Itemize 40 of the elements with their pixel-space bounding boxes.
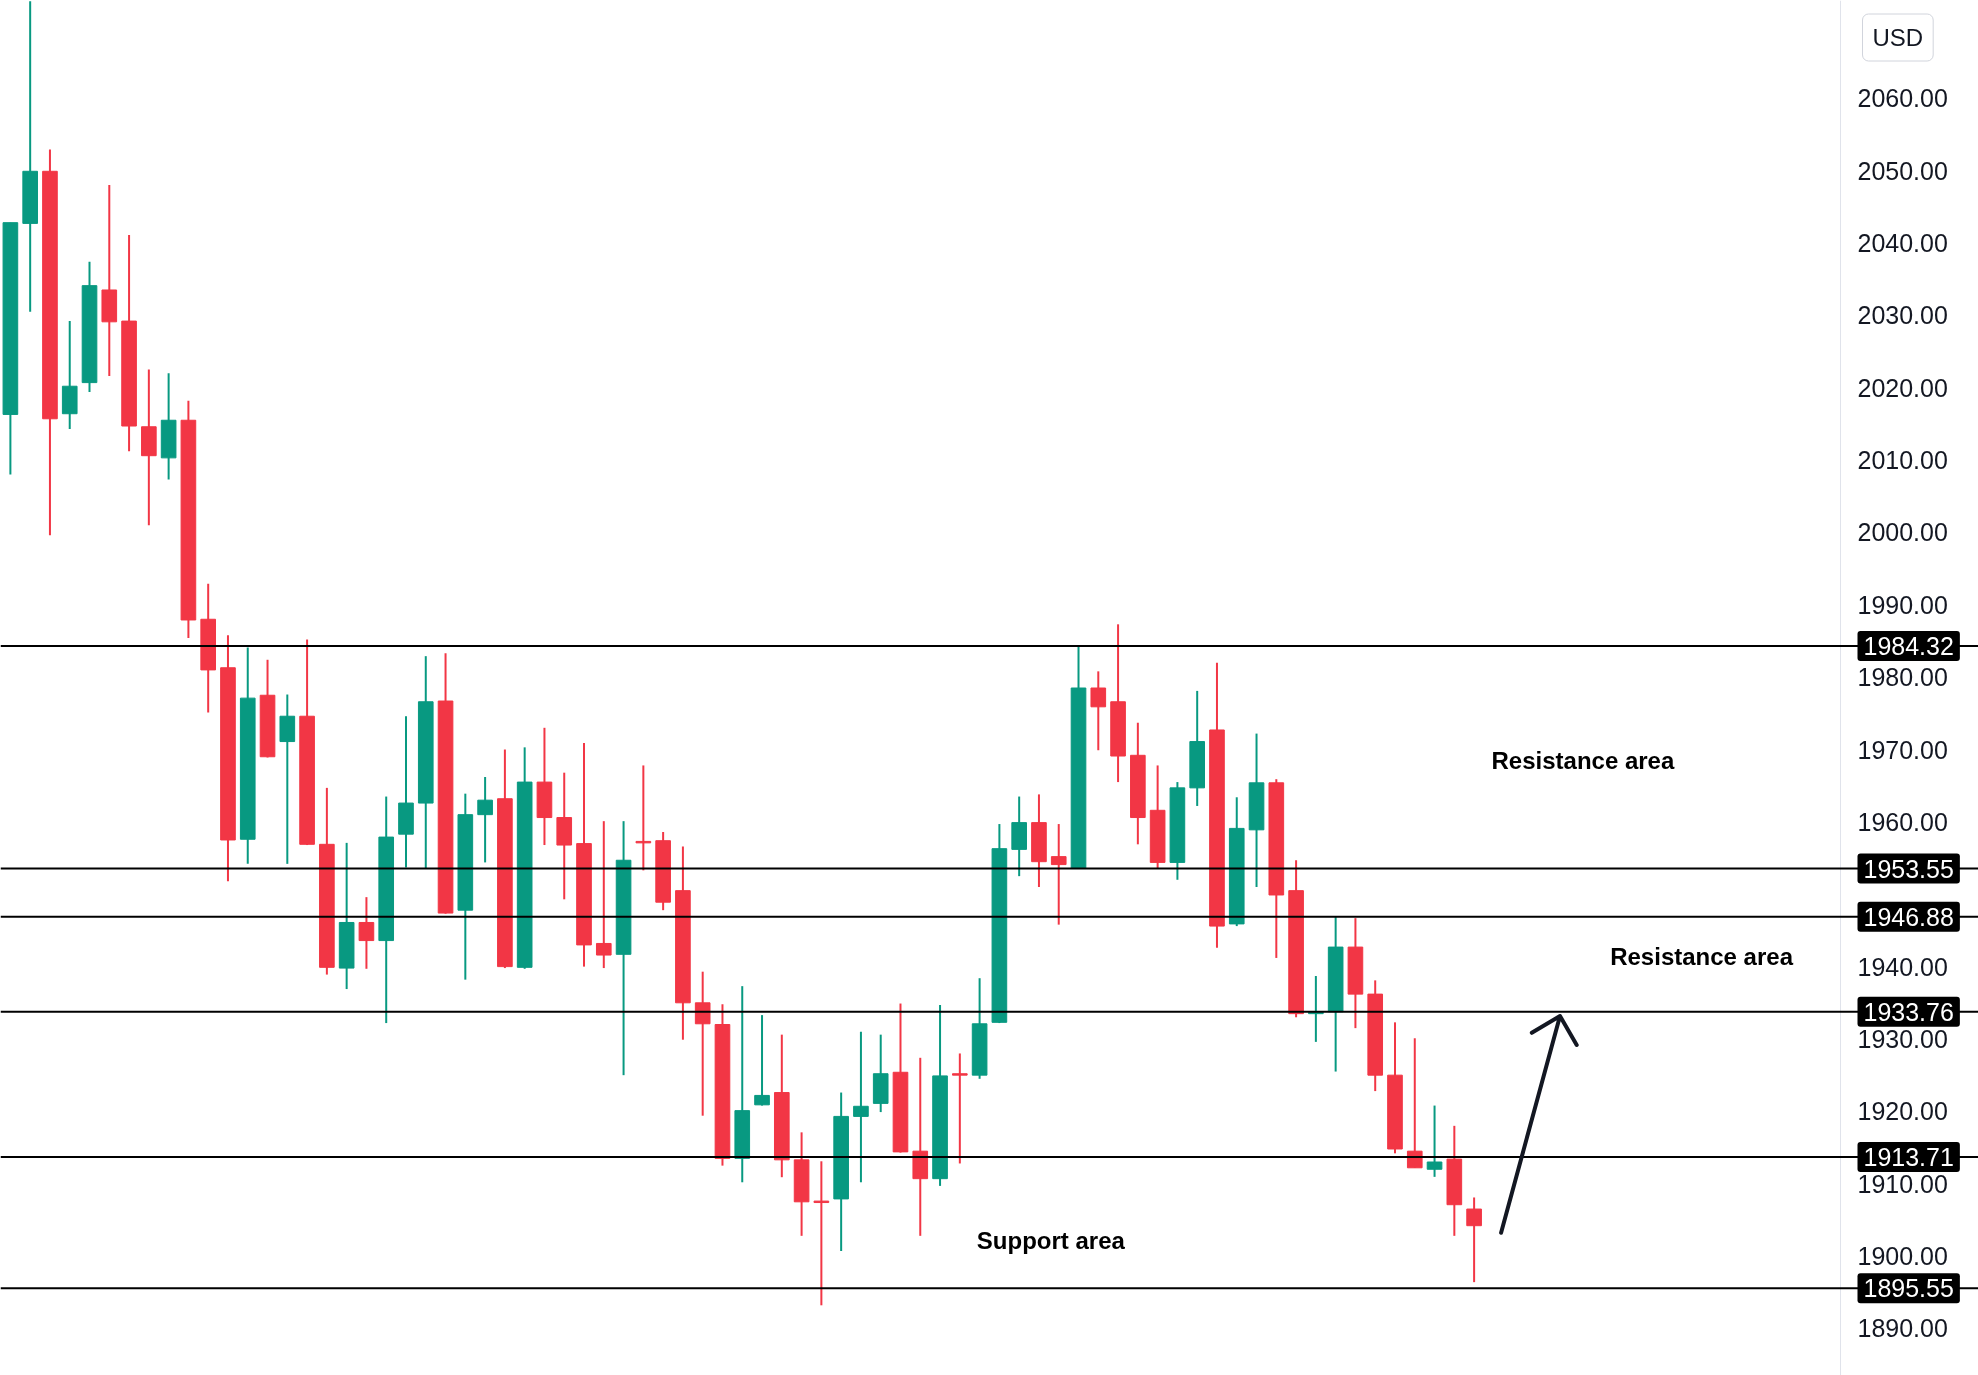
candlestick	[595, 820, 612, 970]
y-tick-label: 1890.00	[1857, 1314, 1948, 1343]
candlestick	[279, 693, 296, 865]
candlestick	[694, 970, 711, 1117]
annotation: Support area	[976, 1227, 1126, 1255]
y-tick-label: 1920.00	[1857, 1097, 1948, 1126]
candlestick	[1090, 670, 1107, 752]
candlestick	[952, 1052, 968, 1165]
y-tick-label: 1910.00	[1857, 1169, 1948, 1198]
y-tick-label: 1940.00	[1857, 952, 1948, 981]
candlestick	[813, 1160, 830, 1307]
ref-line-label: 1953.55	[1863, 854, 1954, 883]
y-tick-label: 2050.00	[1857, 156, 1948, 185]
y-tick-label: 1930.00	[1857, 1024, 1948, 1053]
candlestick	[1426, 1104, 1443, 1178]
annotation: Resistance area	[1610, 942, 1794, 970]
candlestick	[1050, 823, 1067, 926]
y-tick-label: 1960.00	[1857, 807, 1948, 836]
candlestick	[853, 1030, 869, 1184]
y-tick-label: 2000.00	[1857, 518, 1948, 547]
y-tick-label: 1900.00	[1857, 1242, 1948, 1271]
y-tick-label: 1990.00	[1857, 590, 1948, 619]
ref-line-label: 1933.76	[1863, 997, 1954, 1026]
candlestick	[358, 896, 375, 970]
y-tick-label: 2060.00	[1857, 84, 1948, 113]
ref-line-label: 1913.71	[1863, 1142, 1954, 1171]
candlestick	[1466, 1196, 1482, 1284]
y-tick-label: 1970.00	[1857, 735, 1948, 764]
y-tick-label: 2010.00	[1857, 446, 1948, 475]
candlestick	[754, 1014, 770, 1107]
y-tick-label: 1980.00	[1857, 663, 1948, 692]
annotation: Resistance area	[1491, 747, 1675, 775]
y-tick-label: 2040.00	[1857, 228, 1948, 257]
candlestick	[477, 776, 493, 864]
y-tick-label: 2030.00	[1857, 301, 1948, 330]
y-axis-title: USD	[1872, 24, 1924, 51]
ref-line-label: 1895.55	[1863, 1274, 1954, 1303]
y-tick-label: 2020.00	[1857, 373, 1948, 402]
ref-line-label: 1946.88	[1863, 902, 1954, 931]
ref-line-label: 1984.32	[1863, 631, 1954, 660]
